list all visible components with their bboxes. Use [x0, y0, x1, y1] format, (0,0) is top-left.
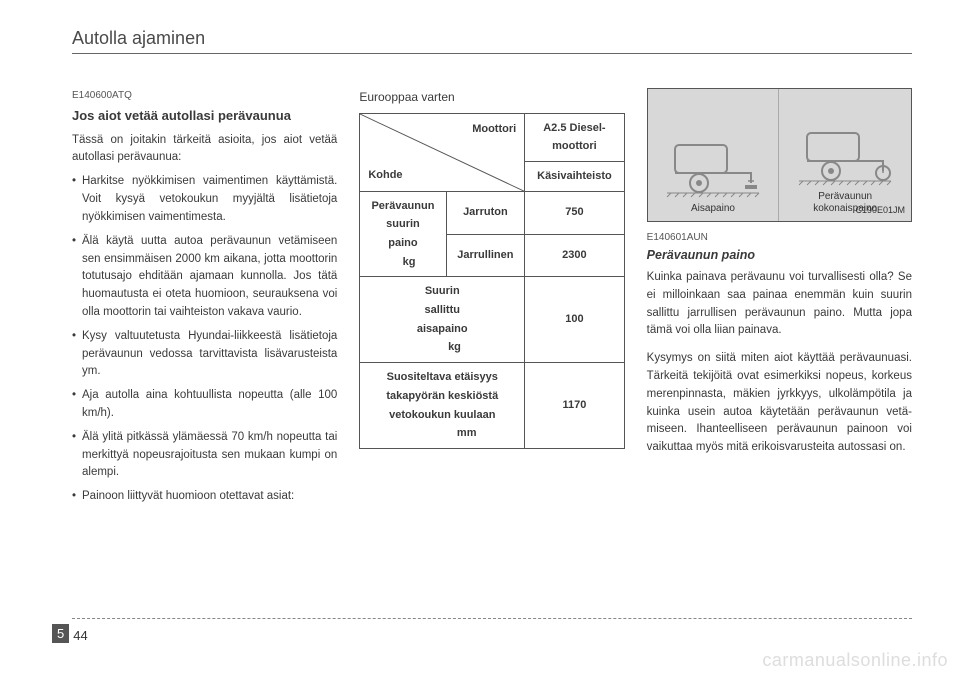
label-unit: kg [448, 341, 461, 353]
noseload-value: 100 [525, 277, 624, 363]
distance-label: Suositeltava etäisyys takapyörän keskiös… [360, 363, 525, 449]
list-item: Älä käytä uutta autoa perävaunun vetämis… [72, 233, 337, 322]
label-line: Perävaunun [818, 191, 872, 202]
label-line: sallittu [425, 304, 460, 316]
braked-label: Jarrullinen [446, 234, 525, 277]
table-diagonal-header: Moottori Kohde [360, 113, 525, 191]
engine-line1: A2.5 Diesel- [543, 122, 605, 134]
bullet-list: Harkitse nyökkimisen vaimentimen käyttäm… [72, 173, 337, 506]
label-line: Perävaunun [371, 200, 434, 212]
label-line: suurin [386, 218, 420, 230]
diag-top-label: Moottori [472, 120, 516, 139]
list-item: Harkitse nyökkimisen vaimentimen käyttäm… [72, 173, 337, 226]
footer-rule [72, 618, 912, 619]
unbraked-value: 750 [525, 191, 624, 234]
intro-paragraph: Tässä on joitakin tärkeitä asioita, jos … [72, 132, 337, 168]
page-footer: 5 44 [52, 624, 88, 643]
unbraked-label: Jarruton [446, 191, 525, 234]
section-heading-italic: Perävaunun paino [647, 246, 912, 265]
spec-table: Moottori Kohde A2.5 Diesel- moottori Käs… [359, 113, 624, 449]
trailer-figure: Aisapaino [647, 88, 912, 222]
list-item: Painoon liittyvät huomioon otettavat asi… [72, 488, 337, 506]
engine-header: A2.5 Diesel- moottori [525, 113, 624, 161]
paragraph: Kysymys on siitä miten aiot käyttää perä… [647, 350, 912, 457]
watermark: carmanualsonline.info [762, 650, 948, 671]
noseload-label: Suurin sallittu aisapaino kg [360, 277, 525, 363]
trailer-icon [795, 127, 895, 187]
figure-left-label: Aisapaino [691, 203, 735, 215]
max-weight-label: Perävaunun suurin paino kg [360, 191, 446, 277]
column-2: Eurooppaa varten Moottori Kohde A2.5 Die… [359, 88, 624, 512]
label-line: takapyörän keskiöstä [386, 390, 498, 402]
page-header-title: Autolla ajaminen [72, 28, 912, 53]
braked-value: 2300 [525, 234, 624, 277]
chapter-number: 5 [52, 624, 69, 643]
diag-bottom-label: Kohde [368, 166, 402, 185]
transmission-header: Käsivaihteisto [525, 161, 624, 191]
list-item: Älä ylitä pitkässä ylämäessä 70 km/h nop… [72, 429, 337, 482]
label-unit: mm [457, 427, 477, 439]
figure-left-panel: Aisapaino [648, 89, 780, 221]
page-number: 44 [73, 628, 87, 643]
table-title: Eurooppaa varten [359, 88, 624, 107]
figure-right-panel: Perävaunun kokonaispaino [779, 89, 911, 221]
list-item: Kysy valtuutetusta Hyundai-liikkeestä li… [72, 328, 337, 381]
trailer-icon [663, 139, 763, 199]
section-heading: Jos aiot vetää autollasi perä­vaunua [72, 106, 337, 126]
figure-code: C190E01JM [855, 204, 905, 218]
section-code: E140600ATQ [72, 88, 337, 104]
content-columns: E140600ATQ Jos aiot vetää autollasi perä… [72, 88, 912, 512]
label-line: vetokoukun kuulaan [389, 409, 495, 421]
label-line: aisapaino [417, 323, 468, 335]
label-unit: kg [403, 256, 416, 268]
engine-line2: moottori [552, 140, 597, 152]
distance-value: 1170 [525, 363, 624, 449]
label-line: paino [388, 237, 417, 249]
paragraph: Kuinka painava perävaunu voi turvalli­se… [647, 269, 912, 340]
column-3: Aisapaino [647, 88, 912, 512]
list-item: Aja autolla aina kohtuullista nopeutta (… [72, 387, 337, 423]
column-1: E140600ATQ Jos aiot vetää autollasi perä… [72, 88, 337, 512]
header-rule [72, 53, 912, 54]
label-line: Suurin [425, 285, 460, 297]
section-code: E140601AUN [647, 230, 912, 246]
label-line: Suositeltava etäisyys [387, 371, 498, 383]
